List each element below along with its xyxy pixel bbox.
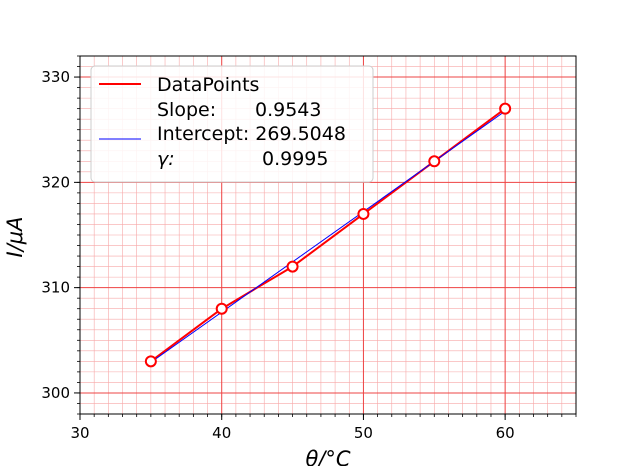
x-tick-label: 30 (70, 424, 89, 442)
x-tick-label: 50 (354, 424, 373, 442)
y-tick-label: 300 (41, 384, 70, 402)
legend-gamma-value: 0.9995 (262, 148, 328, 170)
legend-box (90, 65, 374, 183)
data-point (357, 207, 370, 220)
axis-ticks (74, 55, 577, 420)
y-axis-label: I/μA (3, 217, 27, 258)
x-tick-label: 60 (496, 424, 515, 442)
tick-labels: 30 40 50 60 300 310 320 330 (41, 68, 514, 442)
data-point (286, 260, 299, 273)
data-point (428, 155, 441, 168)
x-axis-label: θ/°C (305, 447, 350, 466)
y-tick-label: 320 (41, 173, 70, 191)
legend-slope-value: 0.9543 (255, 99, 321, 121)
y-tick-label: 330 (41, 68, 70, 86)
data-point (499, 102, 512, 115)
data-point (215, 302, 228, 315)
x-tick-label: 40 (212, 424, 231, 442)
legend-datapoints-label: DataPoints (157, 74, 259, 96)
legend-gamma-label: γ: (157, 148, 175, 170)
legend-slope-label: Slope: (157, 99, 216, 121)
data-point (144, 355, 157, 368)
y-tick-label: 310 (41, 279, 70, 297)
fit-line (150, 110, 506, 363)
legend-intercept-label: Intercept: 269.5048 (157, 123, 346, 145)
legend: DataPoints Slope: 0.9543 Intercept: 269.… (90, 65, 374, 183)
series-layer (144, 102, 512, 368)
